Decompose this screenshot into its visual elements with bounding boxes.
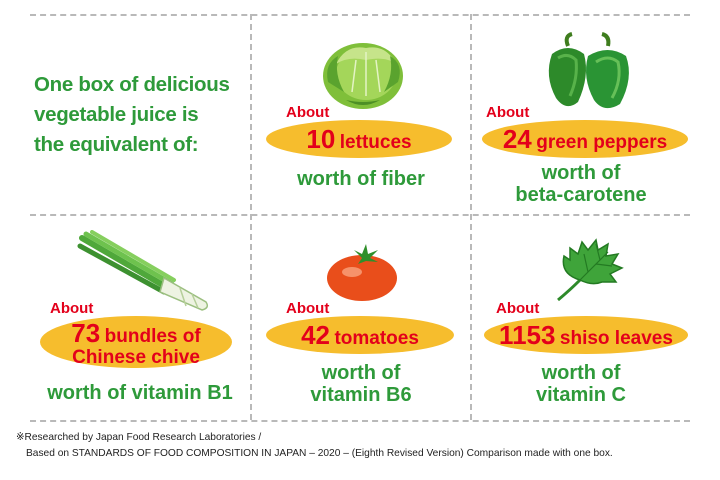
amount-unit: lettuces	[339, 132, 412, 153]
item-tomatoes: About 42 tomatoes worth of vitamin B6	[252, 216, 470, 420]
item-shiso-leaves: About 1153 shiso leaves worth of vitamin…	[472, 216, 700, 420]
amount-text: 1153 shiso leaves	[484, 322, 688, 348]
worth-line-2: vitamin C	[535, 384, 627, 406]
worth-text: worth of vitamin B1	[30, 382, 250, 404]
divider-right-column	[470, 14, 472, 420]
amount-text: 10 lettuces	[266, 126, 452, 152]
divider-top	[30, 14, 690, 16]
worth-line-2: vitamin B6	[310, 384, 412, 406]
amount-highlight	[484, 316, 688, 354]
amount-highlight	[266, 120, 452, 158]
lettuce-icon	[323, 43, 403, 109]
about-label: About	[486, 104, 530, 121]
worth-line-2: beta-carotene	[515, 184, 647, 206]
about-label: About	[286, 300, 330, 317]
amount-number: 42	[301, 320, 330, 350]
amount-text: 73 bundles of Chinese chive	[40, 320, 232, 367]
footnote-line-1: ※Researched by Japan Food Research Labor…	[16, 432, 262, 443]
amount-number: 1153	[499, 320, 556, 350]
amount-number: 24	[502, 124, 532, 154]
amount-number: 10	[306, 124, 336, 154]
amount-number: 73	[71, 318, 101, 348]
worth-text: worth of beta-carotene	[472, 162, 690, 206]
intro-line-3: the equivalent of:	[34, 133, 199, 156]
worth-line-1: worth of	[321, 362, 401, 384]
shiso-leaf-icon	[557, 238, 624, 302]
amount-unit: tomatoes	[334, 328, 419, 349]
amount-text: 42 tomatoes	[266, 322, 454, 348]
intro-line-2: vegetable juice is	[34, 103, 199, 126]
worth-line-1: worth of fiber	[297, 168, 425, 190]
divider-bottom	[30, 420, 690, 422]
divider-left-column	[250, 14, 252, 420]
amount-text: 24 green peppers	[482, 126, 688, 152]
footnote-line-2: Based on STANDARDS OF FOOD COMPOSITION I…	[26, 448, 613, 459]
worth-text: worth of vitamin B6	[252, 362, 470, 406]
worth-line-1: worth of	[541, 362, 621, 384]
amount-unit: green peppers	[536, 132, 668, 153]
tomato-icon	[327, 244, 397, 301]
divider-middle	[30, 214, 690, 216]
worth-text: worth of fiber	[252, 168, 470, 190]
amount-unit-line-2: Chinese chive	[72, 347, 200, 368]
green-pepper-icon	[548, 32, 629, 109]
worth-text: worth of vitamin C	[472, 362, 690, 406]
item-lettuce: About 10 lettuces worth of fiber	[252, 16, 470, 214]
intro-line-1: One box of delicious	[34, 73, 230, 96]
worth-line-1: worth of	[541, 162, 621, 184]
amount-highlight	[40, 316, 232, 368]
item-chinese-chive: About 73 bundles of Chinese chive worth …	[30, 216, 250, 420]
amount-unit: shiso leaves	[559, 328, 673, 349]
chinese-chive-icon	[77, 230, 209, 311]
amount-highlight	[482, 120, 688, 158]
about-label: About	[50, 300, 94, 317]
about-label: About	[496, 300, 540, 317]
intro-text: One box of delicious vegetable juice is …	[34, 70, 254, 160]
amount-unit: bundles of	[104, 326, 201, 347]
amount-highlight	[266, 316, 454, 354]
item-green-peppers: About 24 green peppers worth of beta-car…	[472, 16, 700, 214]
about-label: About	[286, 104, 330, 121]
worth-line-1: worth of vitamin B1	[47, 382, 233, 404]
